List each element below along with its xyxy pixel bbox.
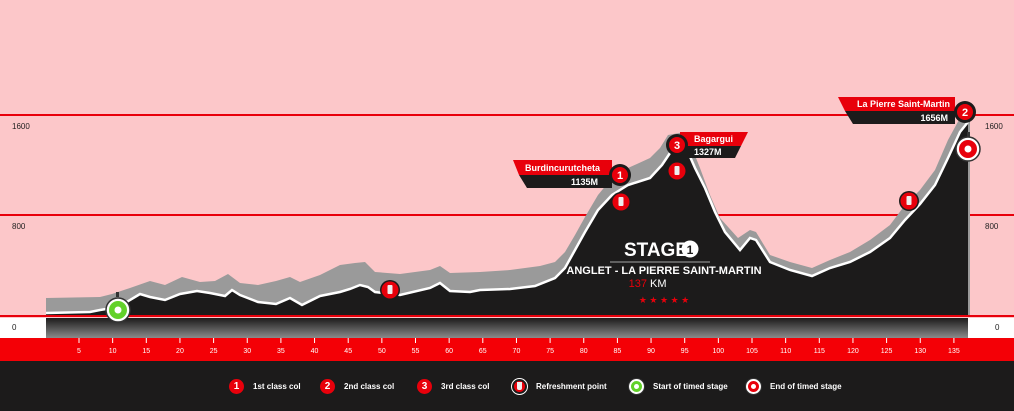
x-tick-label: 105 — [746, 348, 758, 355]
end-timed-icon — [746, 378, 761, 394]
x-tick-label: 75 — [546, 348, 554, 355]
end-timed-marker — [955, 132, 981, 162]
y-label-left-0: 0 — [12, 323, 17, 332]
start-timed-marker — [105, 292, 131, 323]
x-tick-label: 110 — [780, 348, 791, 355]
legend-item-cat-2: 2 2nd class col — [320, 377, 394, 395]
climb-altitude: 1327M — [694, 147, 722, 157]
climb-altitude: 1135M — [571, 177, 598, 187]
refreshment-marker — [380, 280, 400, 300]
legend-label: End of timed stage — [770, 381, 842, 391]
legend-label: Start of timed stage — [653, 381, 728, 391]
x-tick-label: 50 — [378, 348, 386, 355]
cat-3-icon: 3 — [417, 378, 432, 394]
start-timed-icon — [629, 378, 644, 394]
climb-name: La Pierre Saint-Martin — [857, 99, 950, 109]
cat-1-icon — [612, 167, 628, 183]
legend: 1 1st class col 2 2nd class col 3 3rd cl… — [0, 361, 1014, 411]
x-tick-label: 125 — [881, 348, 893, 355]
x-tick-label: 80 — [580, 348, 588, 355]
cat-2-icon — [957, 104, 973, 120]
svg-text:2: 2 — [962, 107, 968, 119]
x-tick-label: 65 — [479, 348, 487, 355]
x-tick-label: 115 — [814, 348, 825, 355]
y-label-left-1600: 1600 — [12, 122, 30, 131]
stage-route: ANGLET - LA PIERRE SAINT-MARTIN — [566, 265, 761, 277]
climb-label-burdincurutcheta: Burdincurutcheta 1135M 1 — [513, 160, 631, 188]
refreshment-marker — [899, 191, 919, 211]
svg-text:3: 3 — [674, 140, 680, 152]
legend-item-cat-1: 1 1st class col — [229, 377, 301, 395]
legend-label: 3rd class col — [441, 381, 490, 391]
stage-distance-value: 137 — [629, 278, 647, 290]
x-tick-label: 35 — [277, 348, 285, 355]
difficulty-stars: ★ ★ ★ ★ ★ — [639, 295, 689, 305]
refreshment-marker — [611, 192, 631, 212]
climb-name: Burdincurutcheta — [525, 163, 601, 173]
x-tick-label: 120 — [847, 348, 859, 355]
stage-distance-unit: KM — [650, 278, 667, 290]
cat-2-icon: 2 — [320, 378, 335, 394]
x-tick-label: 10 — [109, 348, 117, 355]
legend-item-start-timed: Start of timed stage — [629, 377, 728, 395]
x-tick-label: 100 — [713, 348, 725, 355]
baseline-strip — [46, 318, 968, 338]
x-tick-label: 40 — [311, 348, 319, 355]
x-tick-label: 30 — [243, 348, 251, 355]
x-tick-label: 90 — [647, 348, 655, 355]
refreshment-icon — [618, 197, 624, 206]
profile-main — [46, 122, 968, 316]
svg-text:1: 1 — [617, 170, 623, 182]
legend-item-refreshment: Refreshment point — [512, 377, 607, 395]
legend-item-end-timed: End of timed stage — [746, 377, 842, 395]
legend-label: 2nd class col — [344, 381, 395, 391]
x-tick-label: 130 — [914, 348, 926, 355]
x-tick-label: 20 — [176, 348, 184, 355]
refreshment-marker — [667, 161, 687, 181]
refreshment-icon — [674, 166, 680, 175]
x-tick-label: 85 — [614, 348, 622, 355]
cat-3-icon — [669, 137, 685, 153]
y-label-left-800: 800 — [12, 222, 26, 231]
x-tick-label: 60 — [445, 348, 453, 355]
x-tick-label: 25 — [210, 348, 218, 355]
x-tick-label: 95 — [681, 348, 689, 355]
y-label-right-0: 0 — [995, 323, 1000, 332]
y-label-right-1600: 1600 — [985, 122, 1003, 131]
x-tick-label: 15 — [142, 348, 150, 355]
climb-name: Bagargui — [694, 134, 733, 144]
stage-title-block: STAGE 1 ANGLET - LA PIERRE SAINT-MARTIN … — [566, 240, 761, 305]
stage-number: 1 — [687, 243, 694, 257]
cat-1-icon: 1 — [229, 378, 244, 394]
legend-label: 1st class col — [253, 381, 301, 391]
y-label-box-left — [0, 318, 46, 338]
x-tick-label: 45 — [344, 348, 352, 355]
refreshment-icon — [906, 196, 912, 205]
x-tick-label: 55 — [412, 348, 420, 355]
climb-label-la-pierre-saint-martin: La Pierre Saint-Martin 1656M 2 — [838, 97, 976, 124]
x-tick-label: 5 — [77, 348, 81, 355]
x-axis-band — [0, 338, 1014, 361]
climb-label-bagargui: Bagargui 1327M 3 — [666, 132, 748, 158]
climb-altitude: 1656M — [920, 113, 948, 123]
stage-title: STAGE — [624, 240, 688, 261]
legend-label: Refreshment point — [536, 381, 607, 391]
x-tick-label: 135 — [948, 348, 960, 355]
legend-item-cat-3: 3 3rd class col — [417, 377, 489, 395]
refreshment-icon — [387, 285, 393, 294]
stage-number-badge — [681, 240, 699, 258]
y-label-box-right — [968, 318, 1014, 338]
profile-outline — [45, 121, 969, 315]
refreshment-icon — [512, 378, 527, 394]
x-axis-ticks: 5 10 15 20 25 30 35 40 45 50 55 60 65 70 75 80 85 90 95 100… — [77, 338, 960, 355]
x-tick-label: 70 — [513, 348, 521, 355]
y-label-right-800: 800 — [985, 222, 999, 231]
